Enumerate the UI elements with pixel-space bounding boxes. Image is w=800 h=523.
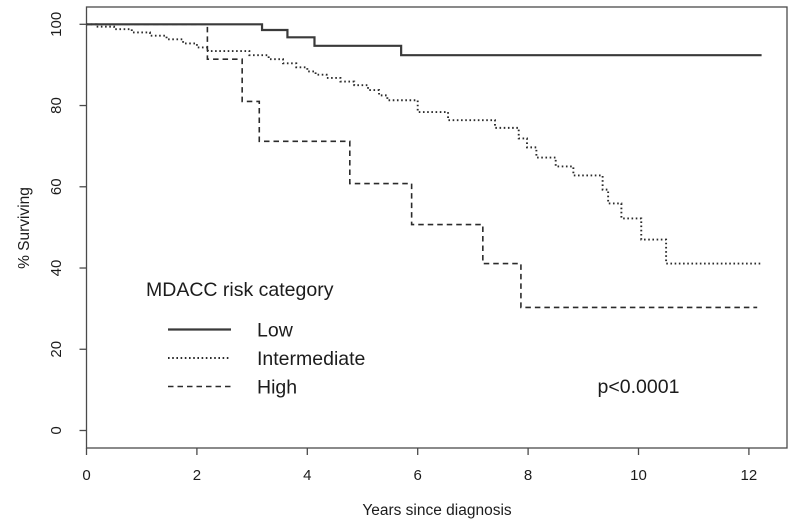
x-tick-label: 10 — [630, 467, 647, 484]
x-tick-label: 8 — [524, 467, 532, 484]
survival-curves — [86, 23, 762, 309]
legend-label-high: High — [257, 377, 297, 399]
legend-label-intermediate: Intermediate — [257, 348, 365, 370]
axis-tick-labels: 0 2 4 6 8 10 12 0 20 40 60 80 100 — [48, 12, 757, 484]
axis-ticks — [79, 23, 750, 455]
y-tick-label: 0 — [48, 426, 65, 434]
y-axis-title: % Surviving — [16, 187, 33, 269]
x-tick-label: 2 — [193, 467, 201, 484]
chart-legend: MDACC risk category Low Intermediate High — [146, 279, 365, 399]
y-tick-label: 100 — [48, 12, 65, 37]
y-tick-label: 20 — [48, 341, 65, 358]
x-axis-title: Years since diagnosis — [362, 502, 512, 519]
p-value-text: p<0.0001 — [598, 376, 680, 398]
survival-curve-intermediate — [86, 23, 762, 265]
x-tick-label: 4 — [303, 467, 311, 484]
y-tick-label: 80 — [48, 97, 65, 114]
plot-border — [85, 6, 788, 449]
legend-title: MDACC risk category — [146, 279, 334, 301]
y-tick-label: 60 — [48, 178, 65, 195]
p-value-annotation: p<0.0001 — [598, 376, 680, 398]
plot-frame — [85, 6, 788, 449]
x-tick-label: 6 — [414, 467, 422, 484]
survival-curve-high — [86, 23, 758, 309]
survival-curve-low — [86, 23, 762, 57]
x-tick-label: 0 — [82, 467, 90, 484]
y-tick-label: 40 — [48, 260, 65, 277]
axis-titles: Years since diagnosis % Surviving — [16, 187, 512, 519]
x-tick-label: 12 — [741, 467, 758, 484]
legend-label-low: Low — [257, 320, 294, 342]
